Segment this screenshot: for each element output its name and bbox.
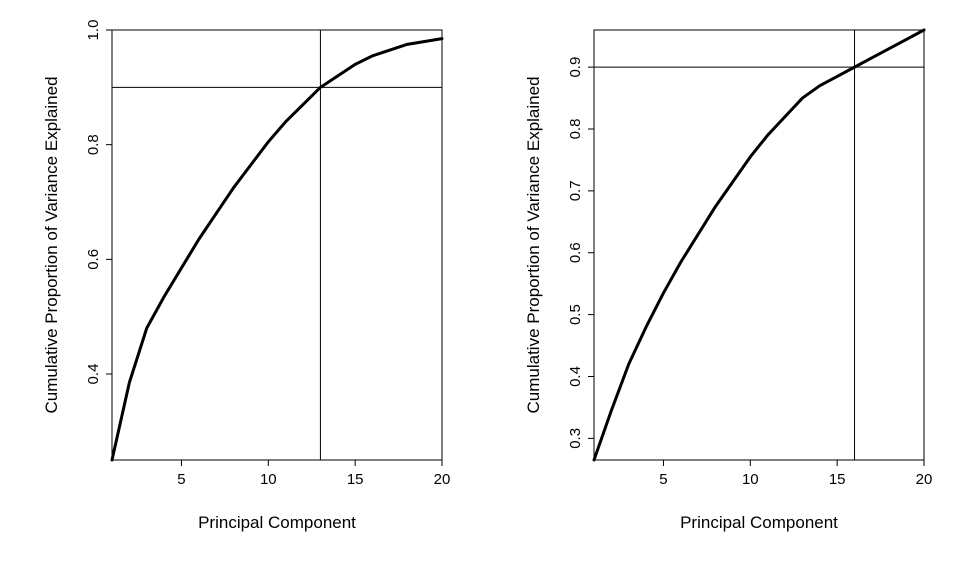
- x-axis-label: Principal Component: [198, 513, 356, 532]
- y-tick-label: 0.4: [85, 364, 102, 385]
- y-tick-label: 0.7: [567, 180, 584, 201]
- y-tick-label: 0.4: [567, 366, 584, 387]
- x-tick-label: 15: [828, 471, 845, 488]
- x-tick-label: 20: [915, 471, 932, 488]
- chart-svg-left: 5 10 15 20 0.4 0.6 0.8 1.0 Principal Component Cu…: [0, 0, 481, 588]
- chart-svg-right: 5 10 15 20 0.3 0.4 0.5 0.6 0.7 0.8 0.9 Principal Co…: [482, 0, 963, 588]
- y-tick-label: 0.8: [85, 134, 102, 155]
- chart-panel-left: 5 10 15 20 0.4 0.6 0.8 1.0 Principal Component Cu…: [0, 0, 482, 588]
- y-axis-label: Cumulative Proportion of Variance Explai…: [42, 76, 61, 413]
- y-tick-label: 0.9: [567, 57, 584, 78]
- x-tick-label: 15: [347, 471, 364, 488]
- y-tick-label: 0.5: [567, 304, 584, 325]
- y-tick-label: 0.6: [85, 249, 102, 270]
- chart-panel-right: 5 10 15 20 0.3 0.4 0.5 0.6 0.7 0.8 0.9 Principal Co…: [482, 0, 963, 588]
- y-tick-label: 0.8: [567, 119, 584, 140]
- x-tick-label: 5: [177, 471, 185, 488]
- y-tick-label: 0.6: [567, 242, 584, 263]
- chart-panels: 5 10 15 20 0.4 0.6 0.8 1.0 Principal Component Cu…: [0, 0, 963, 588]
- data-line: [112, 39, 442, 460]
- data-line: [594, 30, 924, 460]
- y-axis-label: Cumulative Proportion of Variance Explai…: [524, 76, 543, 413]
- x-tick-label: 20: [434, 471, 451, 488]
- x-tick-label: 10: [741, 471, 758, 488]
- plot-border: [594, 30, 924, 460]
- plot-border: [112, 30, 442, 460]
- x-axis-label: Principal Component: [680, 513, 838, 532]
- x-tick-label: 10: [260, 471, 277, 488]
- y-tick-label: 0.3: [567, 428, 584, 449]
- y-tick-label: 1.0: [85, 20, 102, 41]
- x-tick-label: 5: [659, 471, 667, 488]
